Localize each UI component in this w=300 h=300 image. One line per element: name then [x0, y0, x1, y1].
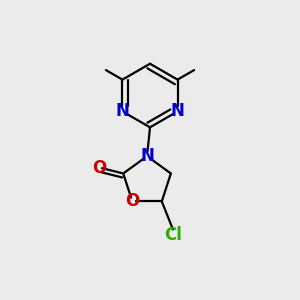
Text: O: O — [125, 193, 140, 211]
Text: N: N — [140, 147, 154, 165]
Text: Cl: Cl — [164, 226, 182, 244]
Text: N: N — [116, 102, 129, 120]
Text: O: O — [92, 159, 106, 177]
Text: N: N — [171, 102, 184, 120]
